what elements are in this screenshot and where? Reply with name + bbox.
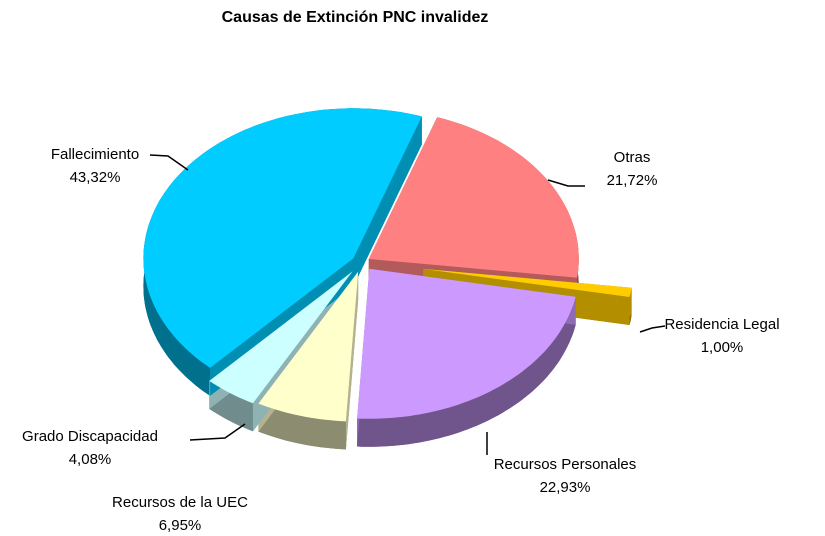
slice-value-label: 21,72% [607,172,658,189]
slice-side-edge [345,271,359,450]
slice-label: Recursos de la UEC [112,494,248,511]
slice-side [258,403,346,450]
slice [423,268,632,297]
slice-value-label: 22,93% [540,479,591,496]
slice [258,271,359,422]
slice-value-label: 43,32% [70,169,121,186]
slice-value-label: 6,95% [159,517,202,534]
slice-value-label: 4,08% [69,451,112,468]
slice-label: Otras [614,149,651,166]
slice [143,108,422,368]
leader-line [149,154,189,171]
slice-side [357,296,576,447]
leader-line [189,423,246,441]
slice-label: Residencia Legal [664,316,779,333]
slice-label: Recursos Personales [494,456,637,473]
leader-line [547,179,585,187]
leader-line [639,325,666,333]
slice [357,268,576,419]
slice-label: Grado Discapacidad [22,428,158,445]
slice [209,271,353,404]
chart-title: Causas de Extinción PNC invalidez [222,9,489,26]
slice [368,117,579,278]
slice-value-label: 1,00% [701,339,744,356]
slice-label: Fallecimiento [51,146,139,163]
slice-side-edge [353,116,422,287]
